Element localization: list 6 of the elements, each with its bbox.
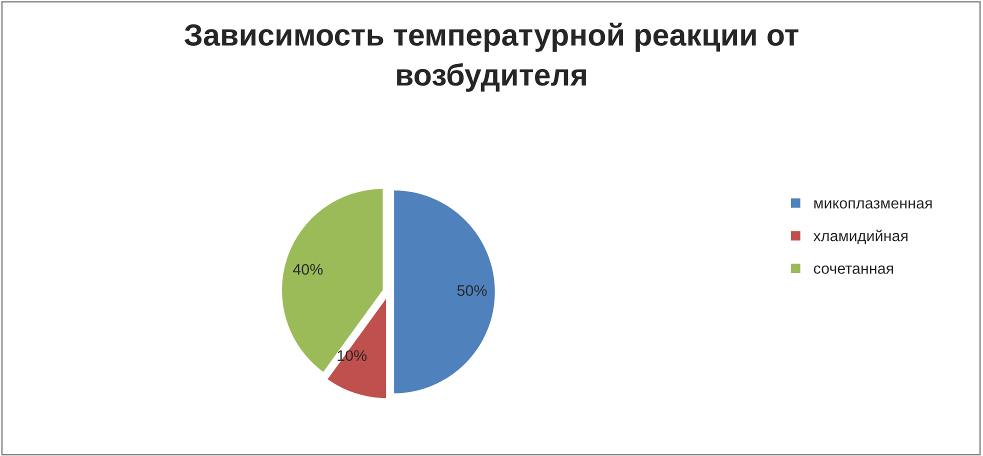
legend-label: микоплазменная — [814, 200, 932, 209]
legend-label: сочетанная — [814, 265, 894, 274]
chart-title: Зависимость температурной реакции от возбудителя — [184, 22, 798, 92]
data-label: 50% — [457, 285, 487, 296]
legend-label: хламидийная — [813, 230, 908, 244]
data-label: 40% — [292, 264, 323, 275]
